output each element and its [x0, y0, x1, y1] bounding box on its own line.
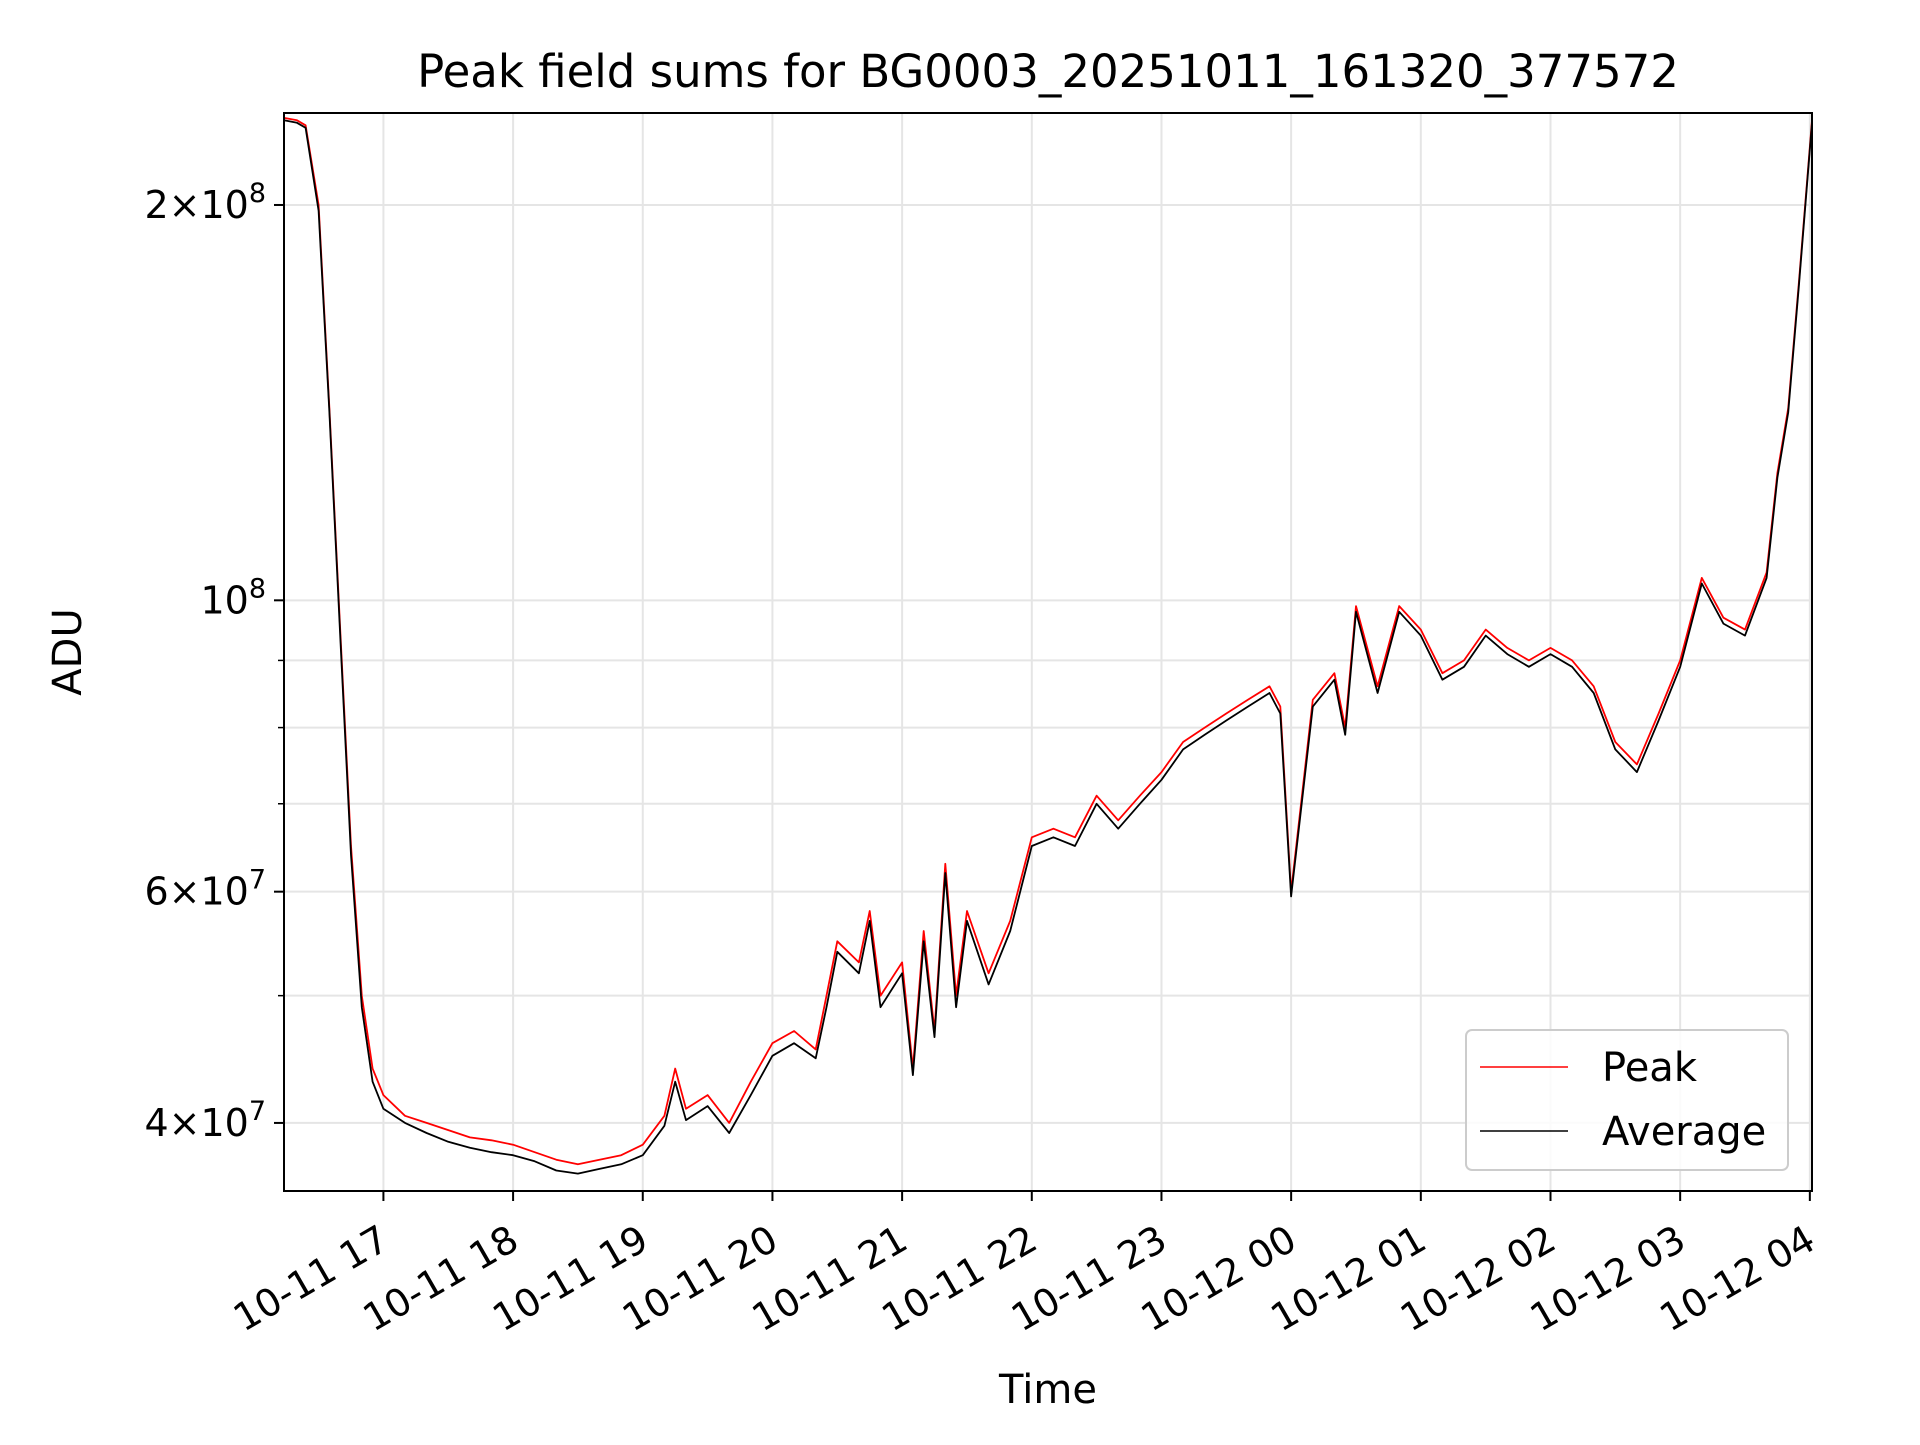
series-line-peak: [283, 117, 1813, 1166]
x-axis-label: Time: [998, 1367, 1097, 1413]
legend-box: [1465, 1029, 1789, 1171]
y-tick-label: 2×108: [144, 178, 266, 227]
y-tick-label: 4×107: [144, 1096, 266, 1145]
legend-label-peak: Peak: [1602, 1045, 1698, 1091]
plot-frame: [283, 112, 1813, 1192]
axis-ticks: [274, 203, 1811, 1201]
y-tick-label: 6×107: [144, 865, 266, 914]
legend: Peak Average: [1465, 1029, 1789, 1171]
y-axis-label: ADU: [45, 608, 91, 695]
legend-label-average: Average: [1602, 1109, 1766, 1155]
series-line-average: [283, 119, 1813, 1175]
series-lines: [283, 117, 1813, 1175]
chart-title: Peak field sums for BG0003_20251011_1613…: [417, 45, 1679, 98]
y-tick-label: 108: [200, 573, 266, 622]
gridlines: [284, 113, 1812, 1191]
